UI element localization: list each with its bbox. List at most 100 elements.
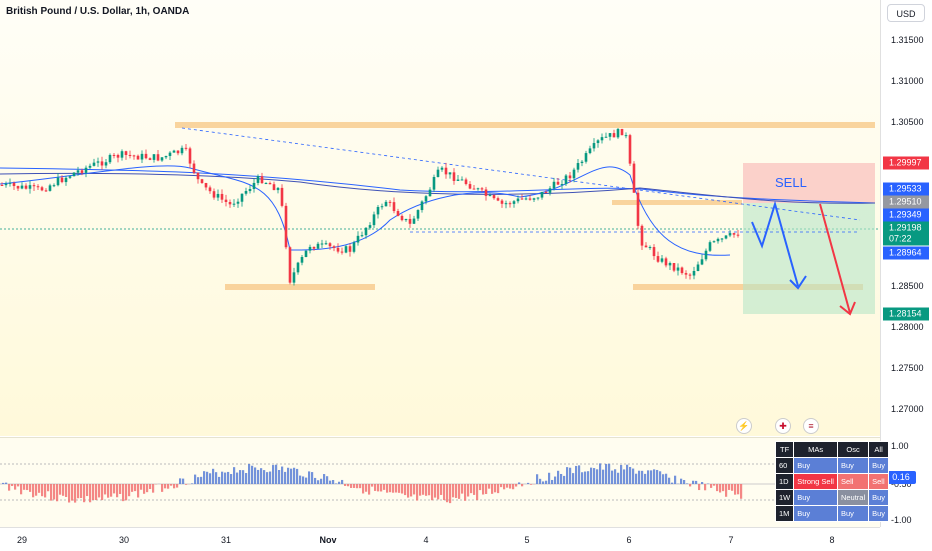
sell-annotation: SELL: [775, 175, 807, 190]
time-tick: 8: [829, 535, 834, 545]
osc-bar: [557, 471, 559, 484]
osc-bar: [428, 484, 430, 495]
candle-body: [237, 202, 240, 204]
osc-bar: [719, 484, 721, 493]
osc-bar: [416, 484, 418, 501]
table-header: TF: [776, 442, 794, 458]
candle-body: [93, 163, 96, 166]
osc-bar: [83, 484, 85, 502]
osc-bar: [413, 484, 415, 494]
osc-bar: [104, 484, 106, 494]
candle-body: [297, 263, 300, 273]
uk-flag-icon[interactable]: ✚: [775, 418, 791, 434]
candle-body: [141, 154, 144, 160]
osc-bar: [113, 484, 115, 493]
osc-bar: [401, 484, 403, 494]
osc-bar: [386, 484, 388, 493]
osc-bar: [44, 484, 46, 497]
osc-current-label: 0.16: [886, 471, 916, 484]
osc-bar: [164, 484, 166, 488]
candle-body: [645, 246, 648, 248]
price-label: 1.29510: [883, 196, 929, 209]
osc-bar: [344, 484, 346, 486]
osc-bar: [281, 467, 283, 484]
osc-bar: [41, 484, 43, 496]
osc-bar: [191, 483, 193, 484]
osc-bar: [233, 467, 235, 484]
lightning-icon[interactable]: ⚡: [736, 418, 752, 434]
candle-body: [437, 170, 440, 177]
osc-bar: [536, 474, 538, 484]
candle-body: [205, 183, 208, 187]
candle-body: [449, 172, 452, 174]
candle-body: [117, 155, 120, 158]
osc-bar: [260, 468, 262, 484]
candle-body: [557, 182, 560, 185]
candle-body: [261, 176, 264, 183]
osc-bar: [695, 481, 697, 484]
candle-body: [393, 202, 396, 211]
osc-bar: [5, 483, 7, 484]
us-flag-icon[interactable]: ≡: [803, 418, 819, 434]
candle-body: [249, 189, 252, 191]
osc-bar: [434, 484, 436, 498]
table-cell: Sell: [869, 474, 889, 490]
candle-body: [465, 179, 468, 184]
osc-bar: [458, 484, 460, 499]
time-tick: 6: [626, 535, 631, 545]
osc-bar: [731, 484, 733, 491]
osc-bar: [59, 484, 61, 495]
price-label: 1.29997: [883, 157, 929, 170]
osc-bar: [173, 484, 175, 488]
candle-body: [657, 256, 660, 262]
candle-body: [373, 214, 376, 225]
table-cell: Buy: [869, 458, 889, 474]
osc-bar: [587, 471, 589, 484]
candle-body: [29, 185, 32, 189]
candle-body: [621, 129, 624, 135]
candle-body: [641, 226, 644, 246]
table-cell: Buy: [869, 506, 889, 522]
osc-bar: [20, 484, 22, 494]
time-axis[interactable]: [0, 527, 880, 551]
osc-bar: [257, 470, 259, 484]
currency-button[interactable]: USD: [887, 4, 925, 22]
candle-body: [361, 235, 364, 236]
osc-bar: [734, 484, 736, 495]
candle-body: [365, 228, 368, 235]
oscillator-panel[interactable]: [0, 437, 880, 528]
candle-body: [97, 161, 100, 162]
osc-bar: [395, 484, 397, 493]
osc-bar: [53, 484, 55, 499]
osc-bar: [485, 484, 487, 494]
osc-bar: [662, 474, 664, 484]
candlestick-chart[interactable]: [0, 0, 880, 436]
osc-bar: [293, 468, 295, 484]
osc-bar: [629, 467, 631, 484]
price-chart[interactable]: [0, 0, 880, 436]
osc-bar: [8, 484, 10, 491]
osc-bar: [437, 484, 439, 499]
osc-bar: [476, 484, 478, 500]
osc-bar: [101, 484, 103, 500]
osc-bar: [704, 484, 706, 490]
osc-bar: [605, 464, 607, 484]
osc-bar: [146, 484, 148, 492]
osc-bar: [287, 468, 289, 484]
stop-zone: [743, 163, 875, 203]
osc-bar: [56, 484, 58, 501]
moving-average-line: [0, 166, 730, 255]
osc-bar: [722, 484, 724, 491]
osc-bar: [239, 470, 241, 484]
osc-bar: [482, 484, 484, 495]
candle-body: [65, 178, 68, 182]
osc-bar: [539, 479, 541, 484]
candle-body: [121, 151, 124, 157]
table-header: All: [869, 442, 889, 458]
candle-body: [569, 175, 572, 178]
osc-bar: [50, 484, 52, 501]
candle-body: [137, 156, 140, 160]
osc-bar: [452, 484, 454, 497]
osc-bar: [680, 479, 682, 484]
osc-bar: [389, 484, 391, 492]
